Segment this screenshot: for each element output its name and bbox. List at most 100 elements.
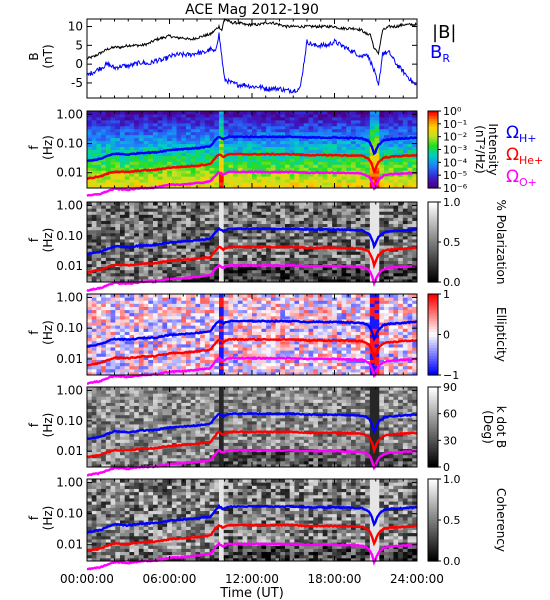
heatmap-cell <box>275 217 281 221</box>
heatmap-cell <box>101 350 107 354</box>
heatmap-cell <box>308 113 314 118</box>
heatmap-cell <box>294 266 300 271</box>
heatmap-cell <box>162 350 168 354</box>
heatmap-cell <box>91 235 97 240</box>
heatmap-cell <box>124 119 130 124</box>
heatmap-cell <box>115 275 121 280</box>
heatmap-cell <box>153 343 159 348</box>
heatmap-cell <box>360 176 366 180</box>
heatmap-cell <box>115 146 121 150</box>
heatmap-cell <box>124 315 130 320</box>
heatmap-cell <box>275 182 281 186</box>
heatmap-cell <box>143 260 149 265</box>
heatmap-cell <box>148 111 154 115</box>
heatmap-cell <box>351 238 357 243</box>
heatmap-cell <box>318 143 324 148</box>
heatmap-cell <box>303 251 310 255</box>
heatmap-cell <box>105 325 112 329</box>
colorbar-swatch <box>428 118 438 122</box>
heatmap-cell <box>237 248 244 252</box>
heatmap-cell <box>134 269 140 274</box>
heatmap-cell <box>87 297 93 301</box>
heatmap-cell <box>398 254 404 258</box>
heatmap-cell <box>402 122 409 127</box>
heatmap-cell <box>96 315 102 320</box>
heatmap-cell <box>157 340 163 345</box>
heatmap-cell <box>407 182 413 186</box>
heatmap-cell <box>190 362 196 367</box>
heatmap-cell <box>398 158 404 162</box>
heatmap-cell <box>393 211 399 215</box>
heatmap-cell <box>237 111 244 115</box>
heatmap-cell <box>181 235 187 240</box>
heatmap-cell <box>322 208 328 212</box>
heatmap-cell <box>237 365 244 370</box>
heatmap-cell <box>124 272 130 277</box>
heatmap-cell <box>101 331 107 335</box>
heatmap-cell <box>369 155 376 159</box>
heatmap-cell <box>369 176 376 180</box>
heatmap-cell <box>233 122 239 127</box>
heatmap-cell <box>219 134 225 139</box>
heatmap-cell <box>138 164 145 168</box>
heatmap-cell <box>204 119 211 124</box>
heatmap-cell <box>129 340 135 345</box>
colorbar-tick-label: 10⁻⁵ <box>443 169 467 182</box>
heatmap-cell <box>233 238 239 243</box>
heatmap-cell <box>242 325 248 329</box>
heatmap-cell <box>171 266 178 271</box>
heatmap-cell <box>209 322 215 326</box>
heatmap-cell <box>294 254 300 258</box>
heatmap-cell <box>351 269 357 274</box>
heatmap-cell <box>190 140 196 145</box>
heatmap-cell <box>228 353 234 357</box>
heatmap-cell <box>313 149 319 153</box>
heatmap-cell <box>275 312 281 317</box>
heatmap-cell <box>412 116 418 121</box>
heatmap-cell <box>355 179 361 183</box>
heatmap-cell <box>138 368 145 373</box>
heatmap-cell <box>299 272 305 277</box>
heatmap-cell <box>355 167 361 171</box>
heatmap-cell <box>242 365 248 370</box>
heatmap-cell <box>157 116 163 121</box>
heatmap-cell <box>223 185 229 189</box>
heatmap-cell <box>374 149 380 153</box>
heatmap-cell <box>181 185 187 189</box>
heatmap-cell <box>219 125 225 130</box>
heatmap-cell <box>228 251 234 255</box>
heatmap-cell <box>285 214 291 218</box>
heatmap-cell <box>143 337 149 342</box>
heatmap-cell <box>204 158 211 162</box>
heatmap-cell <box>336 128 343 133</box>
heatmap-cell <box>176 300 182 304</box>
heatmap-cell <box>91 113 97 118</box>
heatmap-cell <box>110 232 116 237</box>
heatmap-cell <box>157 275 163 280</box>
heatmap-cell <box>233 143 239 148</box>
heatmap-cell <box>96 343 102 348</box>
heatmap-cell <box>190 202 196 206</box>
heatmap-cell <box>138 303 145 307</box>
heatmap-cell <box>261 137 267 142</box>
heatmap-cell <box>105 158 112 162</box>
heatmap-cell <box>167 359 173 364</box>
heatmap-cell <box>157 245 163 249</box>
heatmap-cell <box>237 179 244 183</box>
colorbar-swatch <box>428 207 438 211</box>
heatmap-cell <box>237 140 244 145</box>
heatmap-cell <box>374 220 380 225</box>
heatmap-cell <box>299 275 305 280</box>
heatmap-cell <box>157 303 163 307</box>
heatmap-cell <box>266 371 272 376</box>
heatmap-cell <box>313 140 319 145</box>
heatmap-cell <box>214 263 220 268</box>
heatmap-cell <box>303 260 310 265</box>
heatmap-cell <box>351 245 357 249</box>
heatmap-cell <box>91 140 97 145</box>
heatmap-cell <box>120 278 126 283</box>
heatmap-cell <box>280 217 286 221</box>
heatmap-cell <box>190 356 196 360</box>
heatmap-cell <box>351 242 357 246</box>
heatmap-cell <box>105 155 112 159</box>
